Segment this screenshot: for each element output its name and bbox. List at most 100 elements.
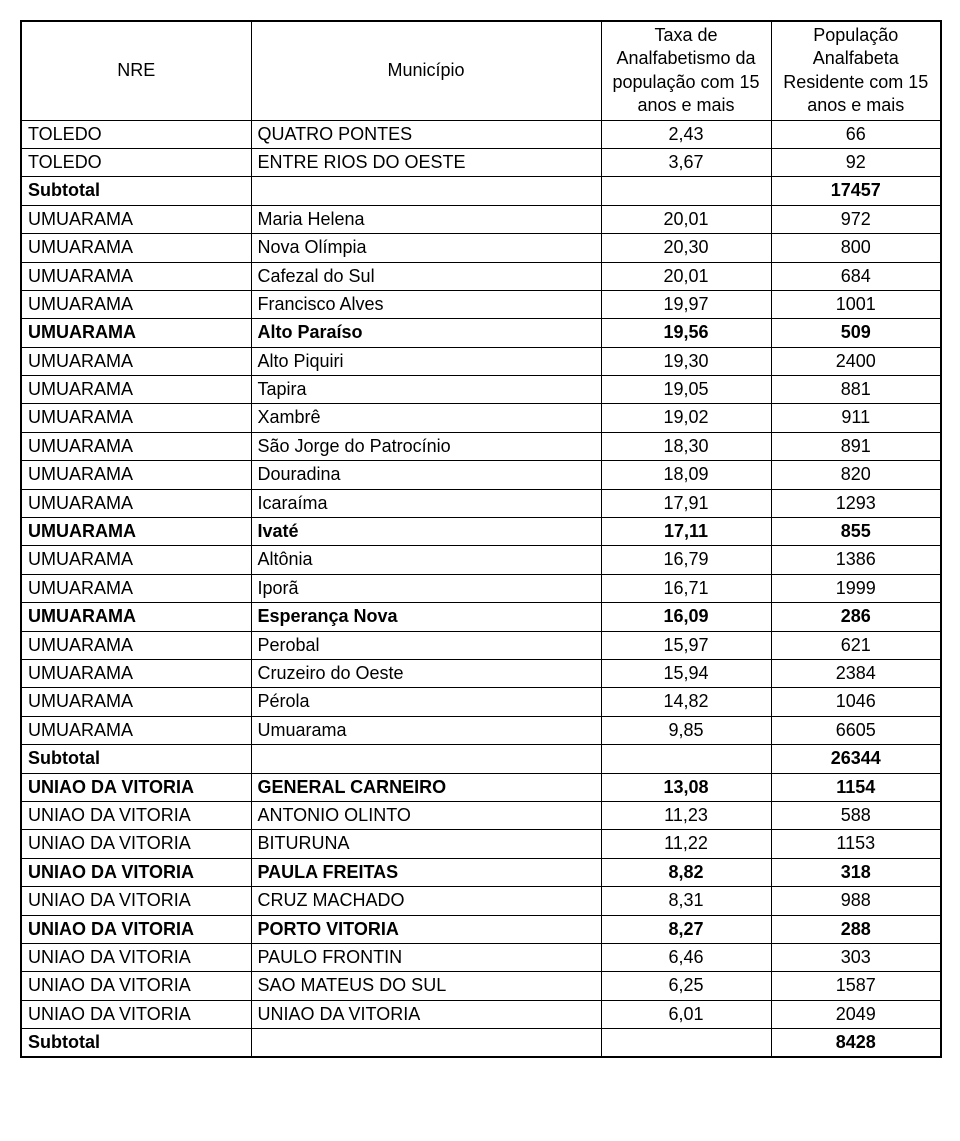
cell-populacao: 303 xyxy=(771,943,941,971)
cell-municipio: UNIAO DA VITORIA xyxy=(251,1000,601,1028)
cell-taxa: 16,09 xyxy=(601,603,771,631)
cell-populacao: 988 xyxy=(771,887,941,915)
cell-populacao: 318 xyxy=(771,858,941,886)
cell-nre: UMUARAMA xyxy=(21,262,251,290)
cell-nre: Subtotal xyxy=(21,177,251,205)
cell-municipio: QUATRO PONTES xyxy=(251,120,601,148)
cell-populacao: 2384 xyxy=(771,659,941,687)
cell-nre: UMUARAMA xyxy=(21,404,251,432)
table-body: TOLEDOQUATRO PONTES2,4366TOLEDOENTRE RIO… xyxy=(21,120,941,1057)
cell-populacao: 621 xyxy=(771,631,941,659)
cell-populacao: 1001 xyxy=(771,290,941,318)
cell-municipio: PAULO FRONTIN xyxy=(251,943,601,971)
table-row: UMUARAMAAlto Piquiri19,302400 xyxy=(21,347,941,375)
table-row: UNIAO DA VITORIASAO MATEUS DO SUL6,25158… xyxy=(21,972,941,1000)
cell-populacao: 820 xyxy=(771,461,941,489)
cell-taxa: 20,30 xyxy=(601,234,771,262)
cell-municipio: ANTONIO OLINTO xyxy=(251,801,601,829)
table-row: UMUARAMAUmuarama9,856605 xyxy=(21,716,941,744)
cell-taxa: 18,30 xyxy=(601,432,771,460)
cell-nre: UMUARAMA xyxy=(21,716,251,744)
cell-municipio xyxy=(251,177,601,205)
table-row: UMUARAMACruzeiro do Oeste15,942384 xyxy=(21,659,941,687)
table-row: UMUARAMACafezal do Sul20,01684 xyxy=(21,262,941,290)
table-row: UMUARAMAFrancisco Alves19,971001 xyxy=(21,290,941,318)
cell-nre: UMUARAMA xyxy=(21,290,251,318)
cell-municipio: PORTO VITORIA xyxy=(251,915,601,943)
cell-populacao: 1999 xyxy=(771,574,941,602)
cell-taxa xyxy=(601,177,771,205)
cell-populacao: 855 xyxy=(771,518,941,546)
cell-populacao: 1046 xyxy=(771,688,941,716)
header-nre: NRE xyxy=(21,21,251,120)
cell-populacao: 891 xyxy=(771,432,941,460)
table-row: UMUARAMAIcaraíma17,911293 xyxy=(21,489,941,517)
cell-nre: UNIAO DA VITORIA xyxy=(21,943,251,971)
cell-municipio: Nova Olímpia xyxy=(251,234,601,262)
table-row: UMUARAMAXambrê19,02911 xyxy=(21,404,941,432)
cell-municipio: São Jorge do Patrocínio xyxy=(251,432,601,460)
cell-municipio: Douradina xyxy=(251,461,601,489)
cell-taxa: 19,97 xyxy=(601,290,771,318)
cell-nre: UMUARAMA xyxy=(21,432,251,460)
cell-populacao: 8428 xyxy=(771,1029,941,1058)
cell-taxa: 19,56 xyxy=(601,319,771,347)
cell-municipio: Altônia xyxy=(251,546,601,574)
cell-populacao: 911 xyxy=(771,404,941,432)
cell-populacao: 2049 xyxy=(771,1000,941,1028)
cell-municipio: SAO MATEUS DO SUL xyxy=(251,972,601,1000)
cell-nre: UMUARAMA xyxy=(21,603,251,631)
cell-populacao: 684 xyxy=(771,262,941,290)
cell-taxa xyxy=(601,1029,771,1058)
cell-nre: UMUARAMA xyxy=(21,205,251,233)
cell-taxa: 16,71 xyxy=(601,574,771,602)
table-row: UNIAO DA VITORIABITURUNA11,221153 xyxy=(21,830,941,858)
table-row: UNIAO DA VITORIAPAULO FRONTIN6,46303 xyxy=(21,943,941,971)
cell-taxa: 6,01 xyxy=(601,1000,771,1028)
cell-taxa: 11,23 xyxy=(601,801,771,829)
cell-populacao: 972 xyxy=(771,205,941,233)
table-row: Subtotal26344 xyxy=(21,745,941,773)
table-row: UMUARAMAMaria Helena20,01972 xyxy=(21,205,941,233)
cell-nre: UMUARAMA xyxy=(21,376,251,404)
table-row: TOLEDOQUATRO PONTES2,4366 xyxy=(21,120,941,148)
cell-municipio: Alto Paraíso xyxy=(251,319,601,347)
cell-populacao: 800 xyxy=(771,234,941,262)
cell-taxa: 15,94 xyxy=(601,659,771,687)
cell-nre: TOLEDO xyxy=(21,148,251,176)
cell-taxa: 11,22 xyxy=(601,830,771,858)
cell-populacao: 1386 xyxy=(771,546,941,574)
cell-nre: TOLEDO xyxy=(21,120,251,148)
cell-populacao: 1154 xyxy=(771,773,941,801)
table-row: UMUARAMAAlto Paraíso19,56509 xyxy=(21,319,941,347)
cell-populacao: 66 xyxy=(771,120,941,148)
table-row: UNIAO DA VITORIAPORTO VITORIA8,27288 xyxy=(21,915,941,943)
cell-municipio: CRUZ MACHADO xyxy=(251,887,601,915)
table-row: UMUARAMAPérola14,821046 xyxy=(21,688,941,716)
table-row: Subtotal17457 xyxy=(21,177,941,205)
cell-populacao: 2400 xyxy=(771,347,941,375)
cell-municipio: PAULA FREITAS xyxy=(251,858,601,886)
cell-nre: UMUARAMA xyxy=(21,574,251,602)
table-row: Subtotal8428 xyxy=(21,1029,941,1058)
cell-municipio xyxy=(251,745,601,773)
cell-populacao: 1153 xyxy=(771,830,941,858)
cell-populacao: 286 xyxy=(771,603,941,631)
cell-nre: UMUARAMA xyxy=(21,347,251,375)
table-row: UNIAO DA VITORIAPAULA FREITAS8,82318 xyxy=(21,858,941,886)
table-row: UMUARAMANova Olímpia20,30800 xyxy=(21,234,941,262)
data-table: NRE Município Taxa de Analfabetismo da p… xyxy=(20,20,942,1058)
cell-municipio: Pérola xyxy=(251,688,601,716)
cell-taxa: 9,85 xyxy=(601,716,771,744)
cell-municipio xyxy=(251,1029,601,1058)
cell-municipio: Umuarama xyxy=(251,716,601,744)
cell-taxa: 17,91 xyxy=(601,489,771,517)
cell-taxa: 3,67 xyxy=(601,148,771,176)
cell-municipio: Iporã xyxy=(251,574,601,602)
table-row: UNIAO DA VITORIAANTONIO OLINTO11,23588 xyxy=(21,801,941,829)
cell-nre: Subtotal xyxy=(21,745,251,773)
cell-municipio: Tapira xyxy=(251,376,601,404)
cell-municipio: Perobal xyxy=(251,631,601,659)
cell-municipio: Ivaté xyxy=(251,518,601,546)
cell-municipio: ENTRE RIOS DO OESTE xyxy=(251,148,601,176)
